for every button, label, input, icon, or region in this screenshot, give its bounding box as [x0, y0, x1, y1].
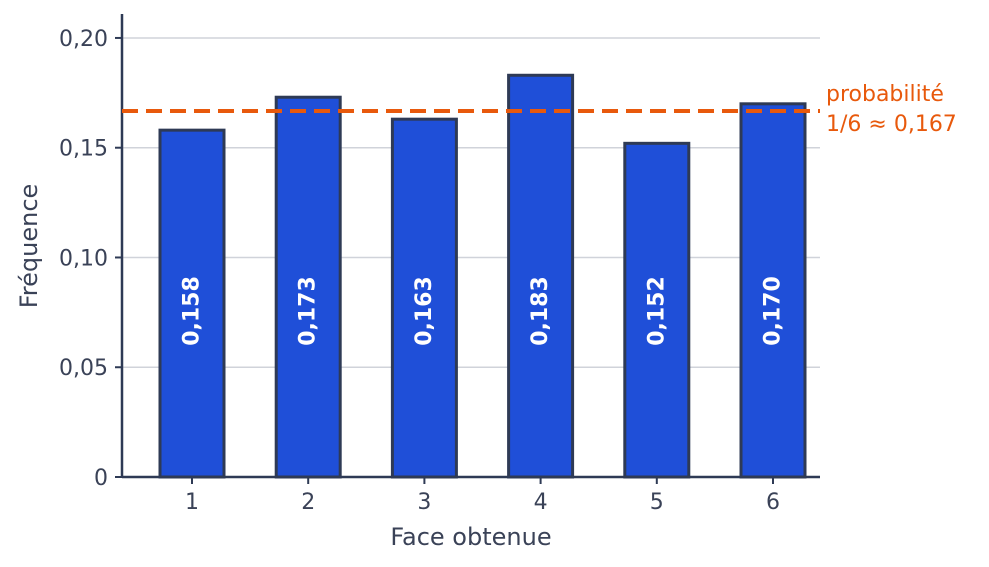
gridlines — [122, 37, 820, 368]
y-axis-title: Fréquence — [15, 184, 43, 309]
y-tick-label: 0 — [94, 466, 108, 491]
y-tick-label: 0,15 — [59, 137, 108, 162]
bar — [623, 141, 691, 479]
x-tick-label: 5 — [650, 490, 664, 515]
bar — [507, 73, 575, 479]
bar-value-label: 0,183 — [528, 276, 553, 346]
x-tick-label: 6 — [766, 490, 780, 515]
x-tick-label: 4 — [534, 490, 548, 515]
axes — [120, 14, 820, 479]
bar-value-label: 0,158 — [180, 276, 205, 346]
bars — [158, 73, 807, 479]
reference-label-line1: probabilité — [826, 82, 944, 107]
x-tick-label: 3 — [417, 490, 431, 515]
bar-value-labels: 0,158 0,173 0,163 0,183 0,152 0,170 — [180, 276, 786, 346]
y-ticks: 0 0,05 0,10 0,15 0,20 — [59, 27, 122, 491]
y-tick-label: 0,10 — [59, 246, 108, 271]
x-ticks: 1 2 3 4 5 6 — [185, 477, 780, 515]
bar — [739, 102, 807, 479]
y-tick-label: 0,20 — [59, 27, 108, 52]
bar-value-label: 0,163 — [412, 276, 437, 346]
bar — [390, 117, 458, 479]
bar-value-label: 0,173 — [296, 276, 321, 346]
x-tick-label: 1 — [185, 490, 199, 515]
bar — [158, 128, 226, 479]
x-tick-label: 2 — [301, 490, 315, 515]
reference-label-line2: 1/6 ≈ 0,167 — [826, 112, 957, 137]
y-tick-label: 0,05 — [59, 356, 108, 381]
bar-value-label: 0,152 — [644, 276, 669, 346]
bar-value-label: 0,170 — [761, 276, 786, 346]
x-axis-title: Face obtenue — [390, 523, 551, 551]
